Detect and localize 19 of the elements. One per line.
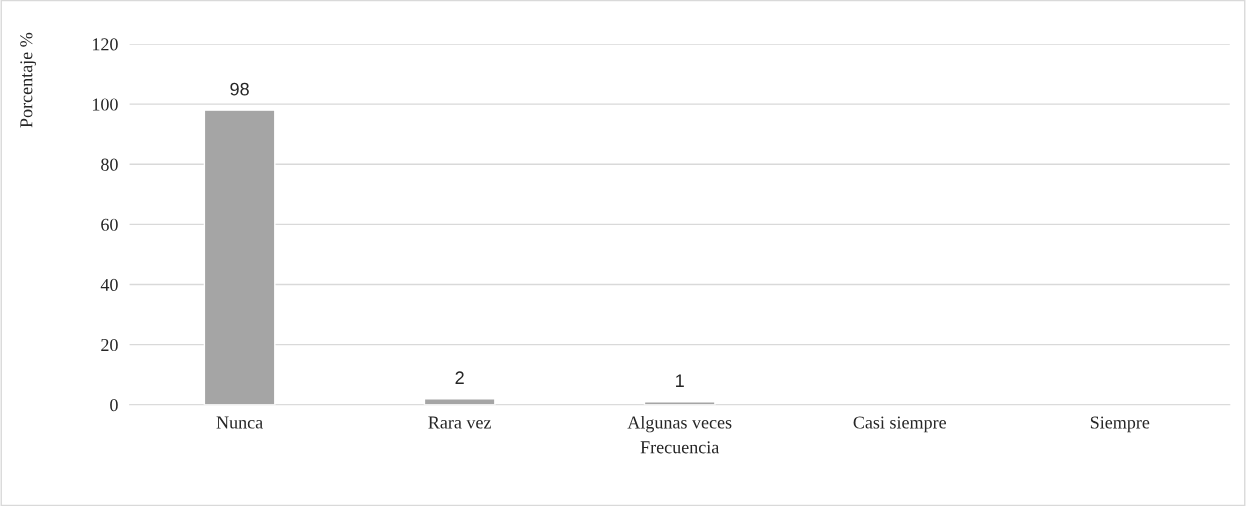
y-tick-label: 0: [110, 399, 118, 412]
data-label: 2: [455, 371, 464, 384]
y-tick-label: 20: [101, 338, 118, 352]
y-tick-label: 120: [92, 38, 118, 51]
y-tick-label: 60: [101, 218, 118, 231]
y-tick-label: 40: [100, 278, 118, 291]
x-tick-label: Rara vez: [428, 416, 491, 429]
x-tick-label: Casi siempre: [853, 416, 946, 433]
x-tick-label: Siempre: [1090, 416, 1150, 433]
data-label: 98: [230, 82, 249, 96]
x-axis-title: Frecuencia: [640, 441, 720, 454]
y-tick-label: 100: [92, 98, 118, 111]
bar: [203, 109, 276, 405]
bar: [423, 398, 496, 405]
y-tick-label: 80: [101, 158, 118, 171]
x-tick-label: Algunas veces: [627, 415, 732, 433]
data-label: 1: [676, 374, 684, 387]
y-axis-title: Porcentaje %: [20, 32, 37, 128]
x-tick-label: Nunca: [216, 416, 263, 429]
